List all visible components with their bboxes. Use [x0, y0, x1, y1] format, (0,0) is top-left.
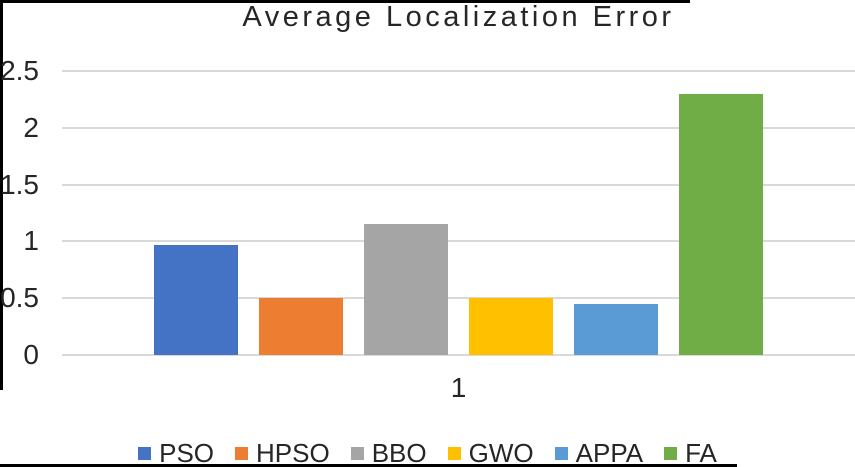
gridline	[62, 70, 855, 72]
y-axis-tick-label: 2	[23, 111, 39, 143]
bar-hpso	[259, 298, 343, 355]
legend-item-appa: APPA	[554, 438, 644, 467]
gridlines	[62, 70, 855, 356]
plot-area	[62, 70, 855, 356]
gridline	[62, 126, 855, 129]
x-axis-tick-label: 1	[450, 372, 467, 403]
legend-swatch-bbo	[350, 446, 364, 460]
legend-label-pso: PSO	[159, 438, 215, 467]
bars	[62, 71, 855, 355]
legend-label-gwo: GWO	[468, 438, 534, 467]
gridline	[62, 240, 855, 243]
frame-border-top	[0, 0, 690, 3]
gridline	[62, 297, 855, 300]
legend-item-pso: PSO	[138, 440, 214, 466]
bar-gwo	[469, 298, 553, 355]
gridline	[62, 354, 855, 356]
legend-label-bbo: BBO	[371, 438, 427, 467]
legend-swatch-pso	[138, 446, 152, 460]
bar-pso	[154, 244, 238, 355]
y-axis-tick-label: 0	[23, 339, 39, 370]
legend-swatch-gwo	[447, 446, 461, 460]
legend-label-hpso: HPSO	[256, 438, 330, 467]
legend: PSO HPSO BBO GWO APPA FA	[0, 440, 855, 466]
bar-bbo	[364, 224, 448, 355]
frame-border-bottom	[0, 464, 737, 467]
legend-swatch-fa	[664, 446, 678, 460]
bar-fa	[679, 93, 763, 355]
legend-item-gwo: GWO	[447, 438, 534, 467]
legend-item-fa: FA	[664, 440, 717, 466]
y-axis-tick-label: 1	[23, 225, 39, 257]
legend-label-fa: FA	[685, 438, 717, 467]
frame-border-left	[0, 0, 3, 390]
legend-item-bbo: BBO	[350, 438, 427, 467]
gridline	[62, 183, 855, 186]
legend-swatch-hpso	[235, 446, 249, 460]
chart-title: Average Localization Error	[242, 1, 675, 33]
legend-item-hpso: HPSO	[235, 440, 330, 466]
y-axis-labels: 0 0.5 1 1.5 2 2.5	[0, 57, 39, 369]
y-axis-tick-label: 1.5	[0, 168, 39, 200]
y-axis-tick-label: 0.5	[0, 282, 39, 314]
y-axis-tick-label: 2.5	[0, 55, 39, 86]
legend-swatch-appa	[554, 446, 568, 460]
bar-appa	[574, 303, 658, 355]
legend-label-appa: APPA	[575, 438, 644, 467]
